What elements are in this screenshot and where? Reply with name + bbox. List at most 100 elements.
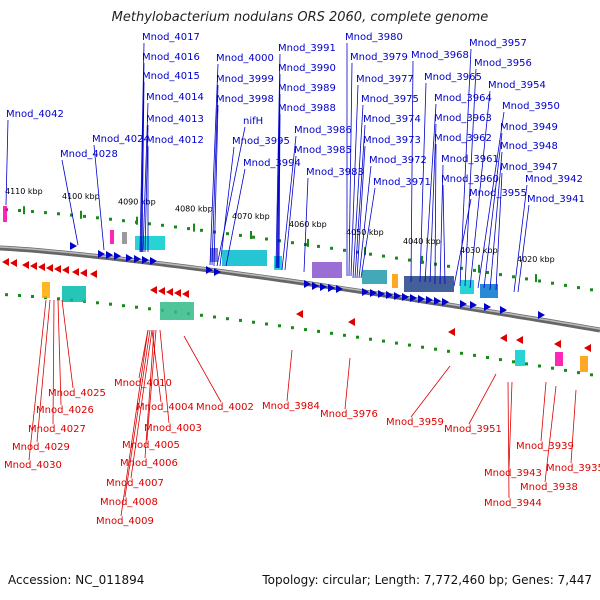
forward-gene-arrow <box>312 282 319 290</box>
reverse-gene-arrow <box>158 287 165 295</box>
forward-gene-connector <box>216 126 246 267</box>
gene-label-mnod-3948: Mnod_3948 <box>500 141 558 152</box>
forward-gene-arrow <box>426 296 433 304</box>
ruler-tick <box>70 213 73 217</box>
lower-ruler-tick <box>408 343 411 347</box>
gene-label-mnod-3959: Mnod_3959 <box>386 417 444 428</box>
gene-label-mnod-4025: Mnod_4025 <box>48 388 106 399</box>
gene-label-mnod-3994: Mnod_3994 <box>243 158 301 169</box>
lower-ruler-tick <box>291 326 294 330</box>
reverse-gene-connector <box>36 299 51 443</box>
forward-gene-connector <box>213 104 219 267</box>
forward-gene-connector <box>442 184 446 285</box>
ruler-tick <box>174 225 177 229</box>
lower-ruler-tick <box>538 364 541 368</box>
ruler-tick <box>577 286 580 290</box>
gene-label-mnod-4000: Mnod_4000 <box>216 53 274 64</box>
forward-gene-arrow <box>98 250 105 258</box>
forward-gene-connector <box>354 124 366 279</box>
ruler-label-4100-kbp: 4100 kbp <box>62 192 100 201</box>
reverse-gene-arrow <box>30 262 37 270</box>
forward-gene-connector <box>352 104 364 279</box>
gene-label-mnod-3976: Mnod_3976 <box>320 409 378 420</box>
ruler-tick <box>408 258 411 262</box>
gene-label-mnod-4014: Mnod_4014 <box>146 92 204 103</box>
forward-gene-connector <box>358 165 372 279</box>
gene-label-mnod-3980: Mnod_3980 <box>345 32 403 43</box>
gene-label-mnod-3979: Mnod_3979 <box>350 52 408 63</box>
feature-block <box>392 274 398 288</box>
gene-label-mnod-3999: Mnod_3999 <box>216 74 274 85</box>
gene-label-mnod-4016: Mnod_4016 <box>142 52 200 63</box>
ruler-tick <box>395 256 398 260</box>
forward-gene-arrow <box>206 266 213 274</box>
genome-backbone <box>0 245 600 333</box>
reverse-gene-connector <box>146 329 157 441</box>
ruler-tick <box>57 212 60 216</box>
lower-ruler-tick <box>434 347 437 351</box>
lower-ruler-tick <box>473 353 476 357</box>
gene-label-mnod-3965: Mnod_3965 <box>424 72 482 83</box>
forward-gene-connector <box>483 132 503 289</box>
gene-label-mnod-4006: Mnod_4006 <box>120 458 178 469</box>
lower-ruler-tick <box>18 294 21 297</box>
gene-label-mnod-3972: Mnod_3972 <box>369 155 427 166</box>
forward-gene-connector <box>61 159 79 246</box>
forward-gene-connector <box>225 168 246 267</box>
ruler-label-4050-kbp: 4050 kbp <box>346 228 384 237</box>
lower-feature-block <box>62 286 86 302</box>
forward-gene-arrow <box>378 290 385 298</box>
gene-label-mnod-4026: Mnod_4026 <box>36 405 94 416</box>
ruler-label-4090-kbp: 4090 kbp <box>118 198 156 207</box>
reverse-gene-arrow <box>72 268 79 276</box>
gene-label-mnod-4004: Mnod_4004 <box>136 402 194 413</box>
forward-gene-connector <box>5 119 9 206</box>
forward-gene-arrow <box>134 255 141 263</box>
gene-label-mnod-3986: Mnod_3986 <box>294 125 352 136</box>
forward-gene-connector <box>281 135 297 271</box>
lower-ruler-tick <box>499 358 502 362</box>
reverse-gene-arrow <box>500 334 507 342</box>
reverse-gene-connector <box>57 299 62 406</box>
ruler-major-tick <box>421 255 423 264</box>
ruler-tick <box>551 281 554 285</box>
gene-label-mnod-3939: Mnod_3939 <box>516 441 574 452</box>
reverse-gene-connector <box>159 329 170 424</box>
reverse-gene-arrow <box>348 318 355 326</box>
reverse-gene-arrow <box>62 266 69 274</box>
forward-gene-connector <box>141 81 145 253</box>
forward-gene-arrow <box>150 257 157 265</box>
gene-label-mnod-4009: Mnod_4009 <box>96 516 154 527</box>
gene-label-mnod-4013: Mnod_4013 <box>146 114 204 125</box>
forward-gene-arrow <box>418 295 425 303</box>
lower-ruler-tick <box>525 362 528 366</box>
forward-gene-connector <box>410 60 414 283</box>
forward-gene-connector <box>219 146 235 267</box>
forward-gene-connector <box>469 90 491 289</box>
forward-gene-arrow <box>336 285 343 293</box>
ruler-major-tick <box>250 231 252 239</box>
lower-ruler-tick <box>551 366 554 370</box>
forward-gene-arrow <box>470 301 477 309</box>
reverse-gene-connector <box>286 349 293 402</box>
lower-ruler-tick <box>330 331 333 335</box>
reverse-gene-arrow <box>46 264 53 272</box>
reverse-gene-arrow <box>516 336 523 344</box>
lower-ruler-tick <box>590 373 593 377</box>
ruler-tick <box>291 241 294 245</box>
lower-ruler-tick <box>109 302 112 306</box>
forward-gene-arrow <box>362 288 369 296</box>
reverse-gene-arrow <box>448 328 455 336</box>
ruler-label-4030-kbp: 4030 kbp <box>460 246 498 255</box>
gene-label-mnod-3960: Mnod_3960 <box>441 174 499 185</box>
lower-ruler-tick <box>122 304 125 308</box>
forward-gene-connector <box>142 102 149 253</box>
reverse-gene-arrow <box>166 288 173 296</box>
gene-label-mnod-3943: Mnod_3943 <box>484 468 542 479</box>
forward-gene-arrow <box>126 254 133 262</box>
ruler-major-tick <box>80 210 82 219</box>
gene-label-mnod-4029: Mnod_4029 <box>12 442 70 453</box>
forward-gene-arrow <box>434 297 441 305</box>
reverse-gene-connector <box>124 329 151 498</box>
ruler-label-4110-kbp: 4110 kbp <box>5 187 43 196</box>
